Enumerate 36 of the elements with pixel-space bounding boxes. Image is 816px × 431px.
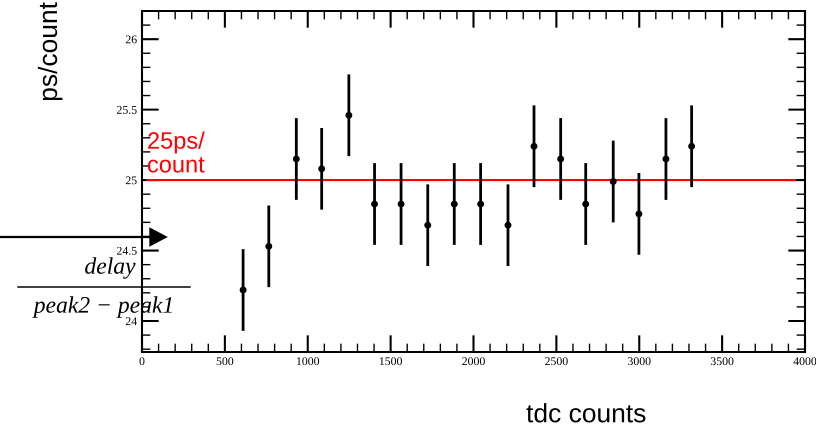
ref-line-label: 25ps/ count [148,132,205,173]
y-tick-label: 25 [126,176,137,184]
x-tick-label: 4000 [793,357,816,366]
point [477,200,484,208]
y-tick-label: 25.5 [116,106,137,114]
x-tick-label: 2000 [462,357,485,366]
y-tick-label: 24.5 [116,246,137,255]
x-tick-label: 2500 [545,357,568,366]
point [292,155,300,162]
point [582,200,590,208]
y-tick-label: 24 [126,317,137,326]
point [557,155,564,162]
point [371,200,378,208]
point [424,222,432,229]
x-tick-label: 0 [140,357,144,366]
x-tick-label: 3000 [628,357,651,366]
point [398,200,405,208]
y-tick-label: 26 [126,35,137,44]
point [240,286,247,294]
x-tick-label: 3500 [710,357,734,366]
point [345,112,352,119]
y-axis-title: ps/count [38,2,62,100]
point [265,242,272,250]
point [635,210,642,218]
point [504,222,512,229]
point [530,142,538,150]
point [450,200,458,208]
x-tick-label: 500 [216,357,234,366]
point [662,155,670,162]
text: delay [85,257,136,279]
point [610,178,617,185]
x-tick-label: 1500 [380,357,402,366]
point [318,165,326,172]
x-tick-label: 1000 [296,357,320,366]
x-axis-title: tdc counts [526,403,646,423]
point [688,142,696,150]
